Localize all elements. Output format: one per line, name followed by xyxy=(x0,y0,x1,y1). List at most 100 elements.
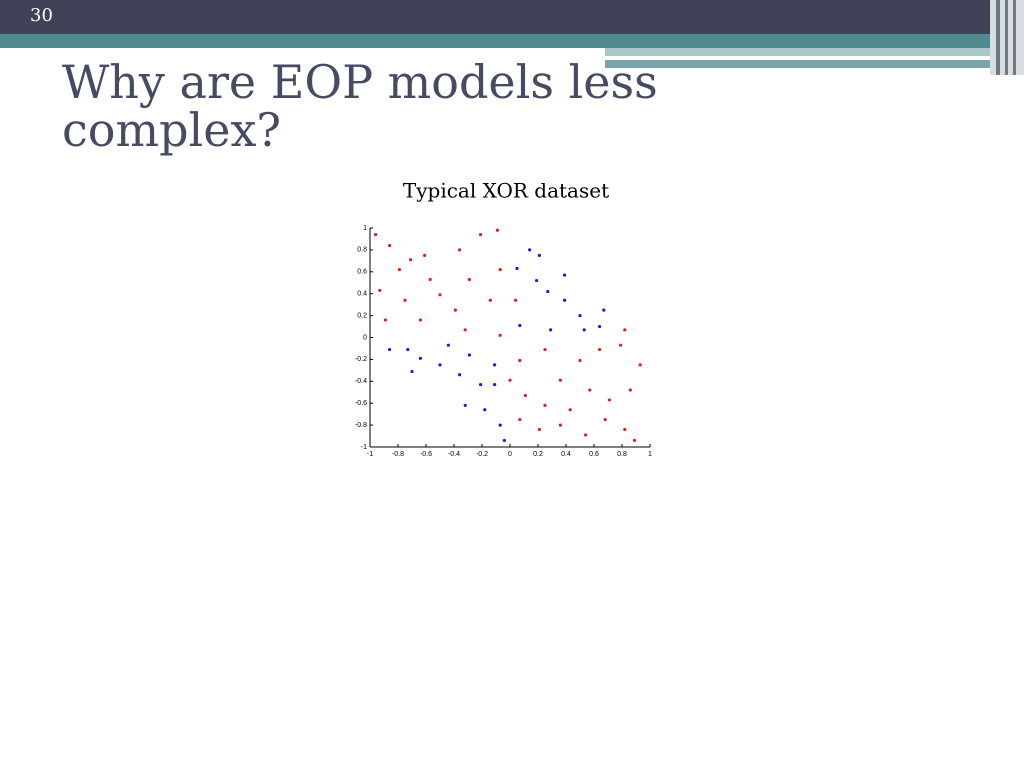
point xyxy=(602,308,606,312)
point xyxy=(453,308,457,312)
point xyxy=(463,328,467,332)
y-tick-label: -1 xyxy=(361,444,367,451)
accent-band xyxy=(605,48,1000,56)
point xyxy=(418,356,422,360)
point xyxy=(406,347,410,352)
point xyxy=(537,253,542,257)
point xyxy=(467,353,471,357)
x-tick-label: 0.4 xyxy=(561,451,571,458)
point xyxy=(582,328,586,332)
y-tick-label: -0.4 xyxy=(355,378,367,385)
point xyxy=(515,266,519,271)
x-tick-label: 0.2 xyxy=(533,451,543,458)
y-tick-label: 1 xyxy=(363,225,367,232)
point xyxy=(558,378,563,382)
x-tick-label: -0.6 xyxy=(420,451,432,458)
point xyxy=(409,258,413,262)
point xyxy=(502,438,506,443)
y-tick-label: 0.6 xyxy=(357,269,367,276)
point xyxy=(458,248,462,252)
point xyxy=(446,343,450,347)
side-stripe xyxy=(996,0,1000,75)
point xyxy=(537,427,542,432)
point xyxy=(518,358,522,363)
x-tick-label: -1 xyxy=(367,451,373,458)
point xyxy=(483,408,487,412)
y-tick-label: -0.2 xyxy=(355,356,367,363)
point xyxy=(498,268,502,272)
point xyxy=(479,232,483,237)
x-tick-label: -0.4 xyxy=(448,451,460,458)
point xyxy=(578,358,582,363)
point xyxy=(467,277,471,282)
x-tick-label: -0.8 xyxy=(392,451,404,458)
point xyxy=(628,388,633,392)
point xyxy=(403,298,407,302)
point xyxy=(438,363,442,367)
point xyxy=(428,277,432,282)
point xyxy=(598,347,602,352)
x-tick-label: 0.8 xyxy=(617,451,627,458)
point xyxy=(458,373,462,377)
point xyxy=(603,418,607,422)
point xyxy=(607,398,612,402)
point xyxy=(619,343,623,347)
point xyxy=(479,382,483,387)
teal-band xyxy=(0,34,1024,48)
point xyxy=(588,388,592,392)
point xyxy=(463,403,467,407)
point xyxy=(374,232,378,237)
point xyxy=(638,363,642,367)
point xyxy=(563,298,567,302)
point xyxy=(584,433,588,437)
point xyxy=(493,363,497,367)
accent-band xyxy=(605,60,1000,68)
point xyxy=(388,243,392,248)
point xyxy=(578,314,582,318)
point xyxy=(438,293,442,297)
point xyxy=(518,418,522,422)
x-tick-label: 0.6 xyxy=(589,451,599,458)
point xyxy=(493,382,497,387)
point xyxy=(518,323,522,328)
y-tick-label: 0.4 xyxy=(357,291,367,298)
point xyxy=(423,253,427,257)
slide-title: Why are EOP models less complex? xyxy=(62,55,658,157)
point xyxy=(558,423,563,427)
top-bar xyxy=(0,0,1024,34)
point xyxy=(549,328,553,332)
y-tick-label: 0 xyxy=(363,334,367,341)
point xyxy=(488,298,492,302)
x-tick-label: -0.2 xyxy=(476,451,488,458)
chart-title: Typical XOR dataset xyxy=(403,179,609,203)
point xyxy=(633,438,637,443)
y-tick-label: -0.8 xyxy=(355,422,367,429)
point xyxy=(495,228,499,232)
point xyxy=(563,273,567,277)
point xyxy=(418,318,422,322)
point xyxy=(543,347,547,352)
side-stripe xyxy=(1005,0,1008,75)
y-tick-label: 0.8 xyxy=(357,247,367,254)
point xyxy=(410,369,414,374)
point xyxy=(388,347,392,352)
point xyxy=(383,318,387,322)
point xyxy=(535,278,539,283)
point xyxy=(568,408,572,412)
side-stripe xyxy=(1013,0,1016,75)
x-tick-label: 1 xyxy=(648,451,652,458)
point xyxy=(498,333,502,337)
point xyxy=(508,378,512,382)
point xyxy=(397,268,401,272)
point xyxy=(378,288,382,293)
point xyxy=(498,423,502,427)
point xyxy=(546,289,550,294)
point xyxy=(514,298,518,302)
y-tick-label: -0.6 xyxy=(355,400,367,407)
point xyxy=(528,248,532,252)
point xyxy=(543,403,547,407)
point xyxy=(623,427,627,432)
x-tick-label: 0 xyxy=(508,451,512,458)
